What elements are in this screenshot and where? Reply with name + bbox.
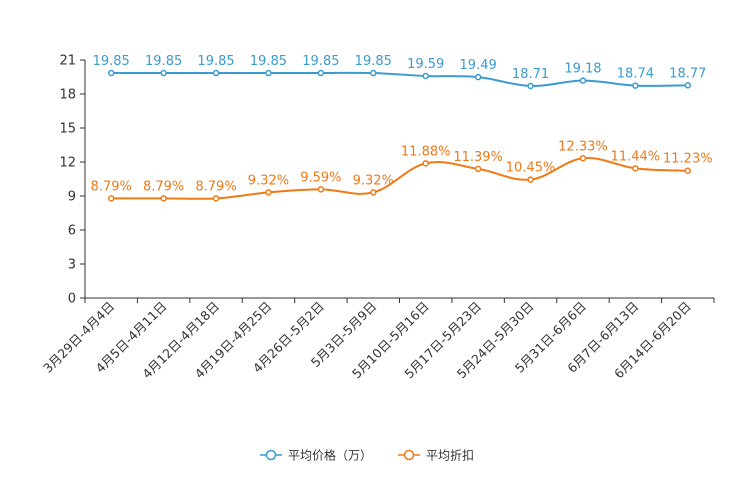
discount-data-label: 9.32% — [353, 173, 394, 188]
price-point[interactable] — [422, 72, 429, 80]
discount-legend-marker[interactable] — [403, 449, 415, 461]
discount-data-label: 8.79% — [91, 179, 132, 194]
y-tick-label: 15 — [59, 122, 76, 137]
price-data-label: 19.85 — [197, 54, 234, 69]
discount-point[interactable] — [160, 195, 167, 202]
discount-point[interactable] — [370, 189, 377, 196]
y-tick-label: 12 — [59, 156, 76, 171]
discount-legend-label[interactable]: 平均折扣 — [426, 448, 474, 463]
y-tick-label: 21 — [59, 54, 76, 69]
price-data-label: 18.74 — [617, 67, 654, 82]
discount-data-label: 11.23% — [663, 152, 713, 167]
discount-point[interactable] — [527, 176, 534, 183]
price-point[interactable] — [474, 73, 482, 81]
discount-data-label: 11.88% — [401, 144, 451, 159]
price-point[interactable] — [579, 77, 587, 84]
price-legend-label[interactable]: 平均价格（万） — [288, 448, 372, 463]
price-point[interactable] — [370, 69, 377, 77]
discount-point[interactable] — [474, 165, 482, 173]
price-legend-marker[interactable] — [265, 449, 277, 461]
discount-point[interactable] — [107, 195, 115, 202]
price-series-line — [111, 71, 688, 87]
discount-data-label: 9.32% — [248, 173, 289, 188]
y-tick-label: 9 — [68, 190, 76, 205]
price-data-label: 19.85 — [145, 54, 182, 69]
y-tick-label: 0 — [68, 292, 76, 307]
y-tick-label: 18 — [59, 88, 76, 103]
price-data-label: 19.18 — [564, 62, 601, 77]
price-point[interactable] — [632, 82, 639, 89]
price-point[interactable] — [107, 69, 115, 77]
price-point[interactable] — [317, 69, 325, 77]
discount-point[interactable] — [422, 160, 429, 167]
price-point[interactable] — [212, 69, 220, 77]
y-tick-label: 3 — [68, 258, 76, 273]
y-tick-label: 6 — [68, 224, 76, 239]
discount-data-label: 12.33% — [558, 139, 608, 154]
discount-data-label: 9.59% — [300, 170, 341, 185]
discount-point[interactable] — [579, 155, 587, 162]
price-data-label: 19.85 — [302, 54, 339, 69]
discount-point[interactable] — [684, 167, 692, 174]
price-data-label: 18.71 — [512, 67, 549, 82]
price-data-label: 19.85 — [355, 54, 392, 69]
price-point[interactable] — [527, 82, 534, 90]
discount-data-label: 10.45% — [506, 161, 556, 176]
discount-point[interactable] — [212, 195, 220, 202]
discount-point[interactable] — [265, 189, 272, 196]
discount-point[interactable] — [632, 165, 639, 172]
price-data-label: 19.85 — [250, 54, 287, 69]
discount-point[interactable] — [317, 186, 325, 193]
price-point[interactable] — [265, 69, 272, 77]
discount-series-line — [111, 157, 688, 200]
price-point[interactable] — [160, 69, 167, 77]
price-point[interactable] — [684, 82, 692, 89]
discount-data-label: 11.39% — [453, 150, 503, 165]
discount-data-label: 8.79% — [195, 179, 236, 194]
discount-data-label: 8.79% — [143, 179, 184, 194]
price-data-label: 19.49 — [460, 58, 497, 73]
price-data-label: 18.77 — [669, 66, 706, 81]
price-data-label: 19.59 — [407, 57, 444, 72]
price-data-label: 19.85 — [93, 54, 130, 69]
discount-data-label: 11.44% — [611, 149, 661, 164]
